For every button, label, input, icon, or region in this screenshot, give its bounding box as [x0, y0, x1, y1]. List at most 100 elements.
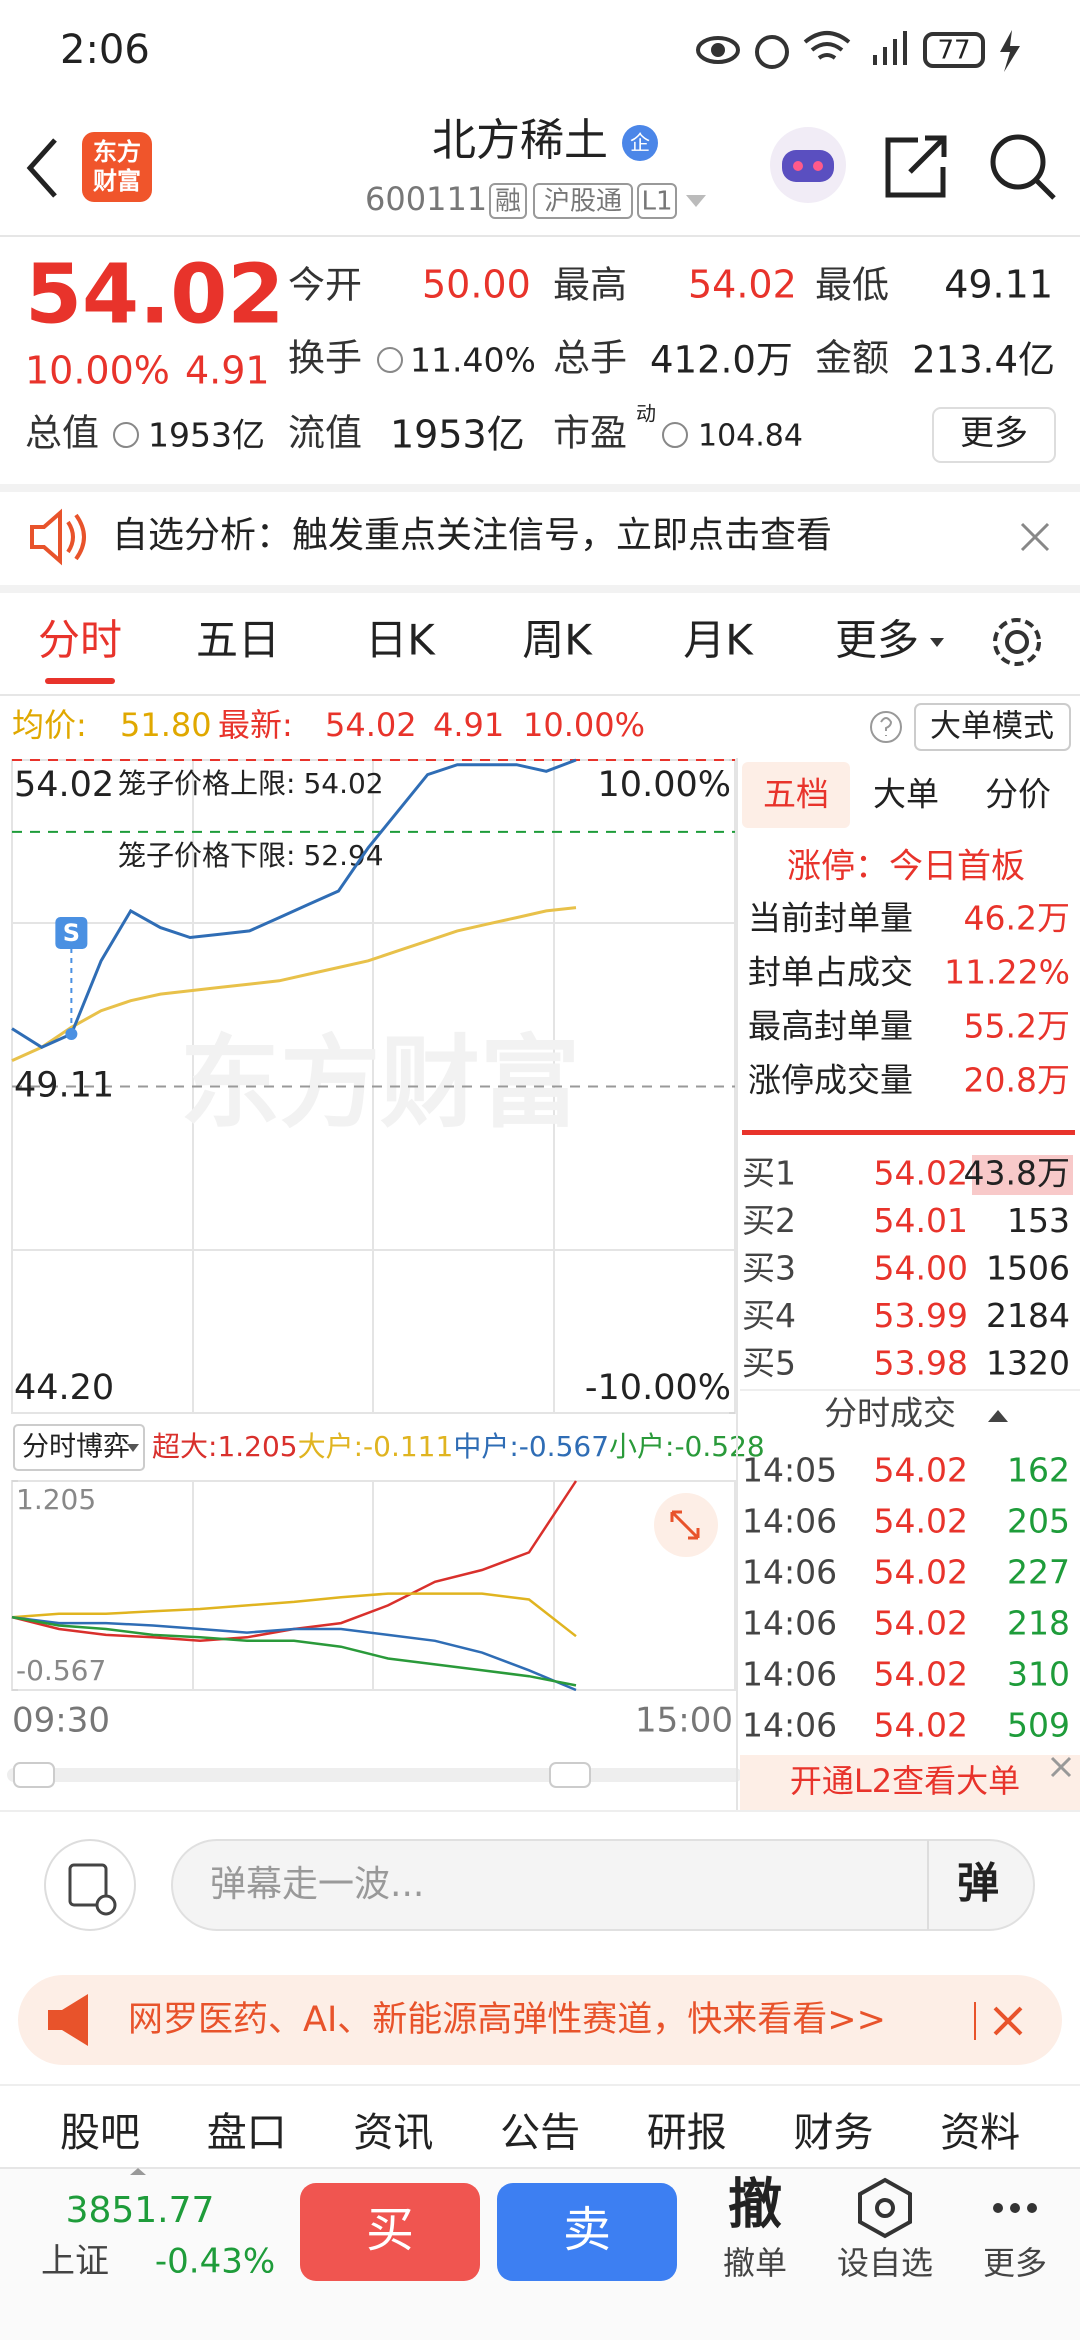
indicator-select[interactable]	[13, 1424, 145, 1471]
flow-line	[11, 1592, 577, 1638]
stat-value: 11.22%	[944, 953, 1070, 992]
tags	[489, 183, 677, 219]
mode-button[interactable]	[914, 703, 1071, 751]
stat-value: 20.8万	[964, 1061, 1070, 1100]
notice-icon	[30, 508, 86, 566]
close-l2[interactable]	[1050, 1756, 1072, 1778]
bid-volume: 1506	[986, 1249, 1070, 1288]
bottom-tab[interactable]: 资料	[940, 2110, 1020, 2156]
help-icon[interactable]	[870, 711, 902, 743]
stat-label: 当前封单量	[748, 899, 913, 938]
tag: L1	[641, 187, 672, 217]
action-icon[interactable]	[993, 2203, 1037, 2213]
tab[interactable]: 日K	[365, 616, 436, 665]
field-value: 1953亿	[390, 413, 525, 457]
field-sup: 动	[636, 402, 656, 426]
l2-link[interactable]: 开通L2查看大单	[790, 1762, 1020, 1800]
action-label[interactable]: 撤单	[723, 2244, 787, 2282]
x-tick-label: 09:30	[12, 1701, 110, 1741]
settings-button[interactable]	[993, 618, 1041, 666]
legend-name: 大户:	[298, 1430, 363, 1463]
bottom-tab[interactable]: 财务	[794, 2110, 874, 2156]
cage-label: 笼子价格上限: 54.02	[118, 767, 384, 800]
field-label: 金额	[815, 337, 889, 380]
watermark: 东方财富	[180, 1024, 580, 1141]
y2-tick-label: -10.00%	[585, 1368, 731, 1408]
bottom-tab[interactable]: 股吧	[60, 2110, 140, 2156]
trade-time: 14:06	[742, 1502, 837, 1541]
field-label: 今开	[288, 264, 362, 307]
bid-price: 54.01	[874, 1201, 968, 1240]
tab[interactable]: 分时	[38, 616, 122, 665]
more-button[interactable]	[932, 407, 1056, 463]
back-button[interactable]	[26, 138, 57, 198]
bottom-tab[interactable]: 公告	[500, 2110, 580, 2156]
tab[interactable]: 周K	[522, 616, 593, 665]
buy-text: 买	[366, 2202, 414, 2258]
bid-volume: 1320	[986, 1344, 1070, 1383]
bottom-tab[interactable]: 研报	[647, 2110, 727, 2156]
more-button-text: 更多	[960, 414, 1028, 454]
search-button[interactable]	[990, 134, 1056, 200]
sell-button[interactable]	[497, 2183, 677, 2281]
bid-price: 54.02	[874, 1154, 968, 1193]
bottom-tab[interactable]: 盘口	[207, 2110, 287, 2156]
signal-label: S	[63, 919, 80, 947]
dropdown-arrow[interactable]	[686, 195, 706, 207]
status-icons	[696, 30, 1020, 72]
cage-label-text: 笼子价格下限:	[118, 839, 295, 872]
side-tab[interactable]: 分价	[985, 775, 1051, 814]
tab[interactable]: 更多	[835, 616, 919, 665]
tab-indicator	[45, 678, 115, 684]
divider	[742, 1130, 1075, 1135]
comment-placeholder: 弹幕走一波...	[210, 1864, 424, 1905]
danmaku-button[interactable]: 弹	[957, 1859, 999, 1908]
tab[interactable]: 月K	[683, 616, 754, 665]
change: 4.91	[433, 706, 504, 744]
close-notice[interactable]	[1020, 522, 1050, 552]
legend-name: 小户:	[609, 1430, 674, 1463]
field-label: 换手	[288, 337, 362, 380]
buy-button[interactable]	[300, 2183, 480, 2281]
y-tick-label: -0.567	[16, 1654, 106, 1687]
action-label[interactable]: 更多	[983, 2244, 1047, 2282]
stat-label: 封单占成交	[748, 953, 913, 992]
change-pct: 10.00%	[523, 706, 645, 744]
bottom-tab[interactable]: 资讯	[353, 2110, 433, 2156]
field-value: 104.84	[698, 419, 803, 454]
bid-label: 买2	[742, 1201, 796, 1240]
bid-label: 买5	[742, 1344, 796, 1383]
tag: 沪股通	[544, 187, 622, 217]
limit-status: 涨停：今日首板	[787, 847, 1025, 887]
share-button[interactable]	[885, 135, 947, 198]
bid-volume: 43.8万	[964, 1154, 1070, 1193]
y2-tick-label: 10.00%	[598, 765, 731, 805]
close-banner[interactable]	[993, 2006, 1023, 2036]
last-label: 最新:	[218, 706, 293, 744]
action-icon[interactable]	[858, 2177, 912, 2239]
side-tab[interactable]: 五档	[763, 775, 829, 814]
comment-icon[interactable]	[44, 1839, 136, 1931]
trade-price: 54.02	[874, 1553, 968, 1592]
side-tab[interactable]: 大单	[873, 775, 939, 814]
tab[interactable]: 五日	[196, 616, 280, 665]
indicator-title: 分时博弈	[22, 1432, 130, 1463]
y-tick-label: 1.205	[16, 1483, 96, 1516]
bid-price: 53.99	[874, 1296, 968, 1335]
bid-price: 54.00	[874, 1249, 968, 1288]
field-value: 50.00	[422, 263, 531, 307]
comment-input[interactable]	[171, 1839, 1035, 1931]
cage-label: 笼子价格下限: 52.94	[118, 839, 384, 872]
banner[interactable]	[18, 1975, 1062, 2065]
action-icon[interactable]: 撤	[728, 2173, 782, 2236]
index-value: 3851.77	[66, 2190, 215, 2231]
notice-text[interactable]: 自选分析：触发重点关注信号，立即点击查看	[112, 515, 832, 556]
last-price: 54.02	[25, 247, 284, 342]
trade-time: 14:06	[742, 1553, 837, 1592]
trade-volume: 218	[1007, 1604, 1070, 1643]
y-tick-label: 44.20	[14, 1368, 114, 1408]
bid-label: 买3	[742, 1249, 796, 1288]
last-value: 54.02	[325, 706, 417, 744]
action-label[interactable]: 设自选	[837, 2244, 933, 2282]
